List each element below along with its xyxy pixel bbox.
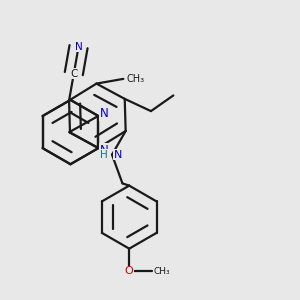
Text: H: H <box>100 150 107 160</box>
Text: CH₃: CH₃ <box>154 267 170 276</box>
Text: CH₃: CH₃ <box>126 74 144 84</box>
Text: N: N <box>75 42 83 52</box>
Text: N: N <box>114 150 122 160</box>
Text: O: O <box>125 266 134 276</box>
Text: N: N <box>100 107 109 121</box>
Text: C: C <box>70 69 77 79</box>
Text: N: N <box>100 144 109 157</box>
